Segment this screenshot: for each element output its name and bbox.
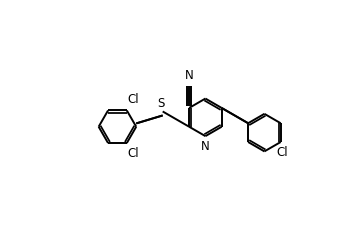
Text: N: N	[201, 140, 210, 154]
Text: Cl: Cl	[277, 146, 288, 159]
Text: N: N	[185, 69, 193, 82]
Text: S: S	[158, 97, 165, 110]
Text: Cl: Cl	[127, 94, 139, 106]
Text: Cl: Cl	[127, 147, 139, 160]
